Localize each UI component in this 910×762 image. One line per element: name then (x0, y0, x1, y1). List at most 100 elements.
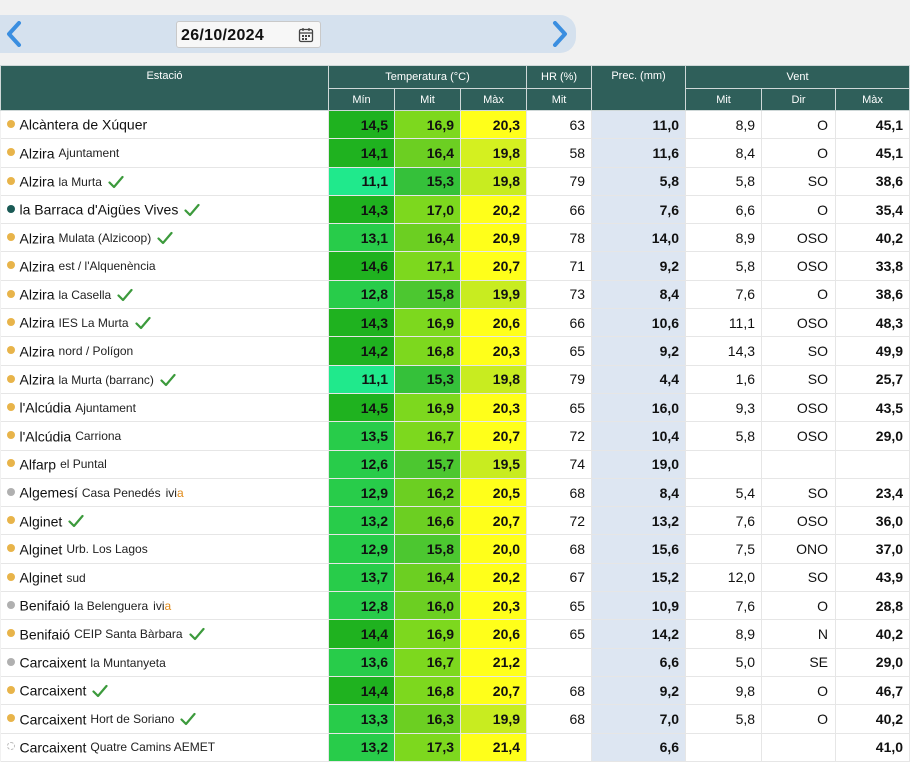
date-picker[interactable]: 26/10/2024 (176, 21, 321, 48)
temp-max: 19,9 (460, 280, 528, 310)
header-wind-dir[interactable]: Dir (761, 88, 837, 111)
wind-dir: SO (761, 478, 837, 508)
station-cell[interactable]: Alginet sud (0, 563, 329, 593)
table-row[interactable]: Alfarp el Puntal 12,6 15,7 19,5 74 19,0 (0, 450, 910, 479)
humidity (526, 648, 593, 677)
station-name[interactable]: Carcaixent (19, 711, 87, 728)
precipitation: 11,0 (591, 110, 687, 140)
station-name[interactable]: Alzira (19, 173, 55, 190)
station-cell[interactable]: Carcaixent Quatre Camins AEMET (0, 733, 329, 762)
station-name[interactable]: Alzira (19, 286, 55, 303)
station-cell[interactable]: la Barraca d'Aigües Vives (0, 195, 329, 225)
station-name[interactable]: Carcaixent (19, 739, 87, 756)
station-name[interactable]: Alginet (19, 513, 63, 530)
precipitation: 7,6 (591, 195, 687, 225)
table-row[interactable]: l'Alcúdia Ajuntament 14,5 16,9 20,3 65 16,0 9,3… (0, 393, 910, 423)
header-tmit[interactable]: Mit (394, 88, 461, 111)
station-cell[interactable]: Alzira Ajuntament (0, 138, 329, 168)
table-row[interactable]: Alzira est / l'Alquenència 14,6 17,1 20,7 71 9… (0, 251, 910, 281)
station-cell[interactable]: Alzira la Murta (barranc) (0, 365, 329, 394)
table-row[interactable]: Alzira nord / Polígon 14,2 16,8 20,3 65 9,2 14,… (0, 336, 910, 366)
chevron-right-icon (553, 21, 567, 47)
temp-min: 12,9 (328, 534, 395, 564)
station-cell[interactable]: Alginet (0, 506, 329, 536)
table-row[interactable]: Alcàntera de Xúquer 14,5 16,9 20,3 63 11,0 8,9… (0, 110, 910, 140)
table-row[interactable]: l'Alcúdia Carriona 13,5 16,7 20,7 72 10,4 5,8 OS… (0, 421, 910, 451)
station-name[interactable]: Alzira (19, 343, 55, 360)
header-station[interactable]: Estació (0, 65, 329, 111)
table-row[interactable]: Alzira Ajuntament 14,1 16,4 19,8 58 11,6 8,4 O 45… (0, 138, 910, 168)
table-row[interactable]: Carcaixent la Muntanyeta 13,6 16,7 21,2 6,6 5,… (0, 648, 910, 677)
table-row[interactable]: Carcaixent Hort de Soriano 13,3 16,3 19,9 68 7… (0, 704, 910, 734)
station-name[interactable]: Alfarp (19, 456, 57, 473)
station-name[interactable]: Algemesí (19, 484, 78, 501)
station-name[interactable]: Alzira (19, 315, 55, 331)
station-location: Hort de Soriano (90, 712, 175, 727)
station-name[interactable]: l'Alcúdia (19, 399, 72, 416)
humidity: 63 (526, 110, 593, 140)
table-row[interactable]: la Barraca d'Aigües Vives 14,3 17,0 20,2 66 7… (0, 195, 910, 225)
wind-dir: O (761, 676, 837, 706)
station-cell[interactable]: Alzira Mulata (Alzicoop) (0, 223, 329, 253)
wind-dir (761, 450, 837, 479)
station-name[interactable]: Alzira (19, 230, 55, 247)
station-cell[interactable]: Carcaixent la Muntanyeta (0, 648, 329, 677)
station-cell[interactable]: Alcàntera de Xúquer (0, 110, 329, 140)
table-row[interactable]: Benifaió la Belenguera ivia 12,8 16,0 20,3 65 1… (0, 591, 910, 621)
station-cell[interactable]: Alzira la Casella (0, 280, 329, 310)
station-cell[interactable]: Alzira nord / Polígon (0, 336, 329, 366)
station-cell[interactable]: l'Alcúdia Ajuntament (0, 393, 329, 423)
header-hr-mit[interactable]: Mit (526, 88, 593, 111)
table-row[interactable]: Benifaió CEIP Santa Bàrbara 14,4 16,9 20,6 65… (0, 619, 910, 649)
station-cell[interactable]: Alzira la Murta (0, 167, 329, 196)
wind-mit: 9,8 (685, 676, 763, 706)
station-cell[interactable]: Alzira est / l'Alquenència (0, 251, 329, 281)
station-cell[interactable]: l'Alcúdia Carriona (0, 421, 329, 451)
station-cell[interactable]: Algemesí Casa Penedés ivia (0, 478, 329, 508)
header-wind-max[interactable]: Màx (835, 88, 910, 111)
station-name[interactable]: Alzira (19, 145, 55, 162)
header-wind-mit[interactable]: Mit (685, 88, 763, 111)
station-name[interactable]: Alginet (19, 541, 63, 558)
previous-day-button[interactable] (0, 15, 28, 53)
station-name[interactable]: Alcàntera de Xúquer (19, 116, 148, 133)
table-row[interactable]: Alzira Mulata (Alzicoop) 13,1 16,4 20,9 78 14,… (0, 223, 910, 253)
temp-max: 21,4 (460, 733, 528, 762)
table-row[interactable]: Alzira la Casella 12,8 15,8 19,9 73 8,4 7,6 O 38,… (0, 280, 910, 310)
station-name[interactable]: Alginet (19, 569, 63, 586)
header-tmin[interactable]: Mín (328, 88, 395, 111)
table-row[interactable]: Alzira la Murta 11,1 15,3 19,8 79 5,8 5,8 SO 38,6 (0, 167, 910, 196)
header-tmax[interactable]: Màx (459, 88, 528, 111)
table-row[interactable]: Carcaixent 14,4 16,8 20,7 68 9,2 9,8 O 46,7 (0, 676, 910, 706)
station-name[interactable]: Carcaixent (19, 682, 87, 699)
station-name[interactable]: Alzira (19, 371, 55, 388)
station-name[interactable]: Alzira (19, 258, 55, 275)
station-name[interactable]: Carcaixent (19, 654, 87, 671)
calendar-icon[interactable] (298, 27, 314, 43)
station-cell[interactable]: Carcaixent (0, 676, 329, 706)
table-row[interactable]: Alginet 13,2 16,6 20,7 72 13,2 7,6 OSO 36,0 (0, 506, 910, 536)
station-name[interactable]: l'Alcúdia (19, 428, 72, 445)
table-row[interactable]: Algemesí Casa Penedés ivia 12,9 16,2 20,5 68 8,… (0, 478, 910, 508)
header-prec[interactable]: Prec. (mm) (591, 65, 687, 111)
station-cell[interactable]: Alginet Urb. Los Lagos (0, 534, 329, 564)
next-day-button[interactable] (546, 15, 574, 53)
precipitation: 4,4 (591, 365, 687, 394)
station-cell[interactable]: Benifaió CEIP Santa Bàrbara (0, 619, 329, 649)
table-row[interactable]: Carcaixent Quatre Camins AEMET 13,2 17,3 21,… (0, 733, 910, 762)
table-row[interactable]: Alzira la Murta (barranc) 11,1 15,3 19,8 79 4,… (0, 365, 910, 394)
table-row[interactable]: Alginet Urb. Los Lagos 12,9 15,8 20,0 68 15,6 7… (0, 534, 910, 564)
station-cell[interactable]: Carcaixent Hort de Soriano (0, 704, 329, 734)
station-cell[interactable]: Alzira IES La Murta (0, 308, 329, 338)
wind-dir: OSO (761, 421, 837, 451)
station-name[interactable]: Benifaió (19, 626, 71, 643)
temp-min: 11,1 (328, 365, 395, 394)
station-cell[interactable]: Alfarp el Puntal (0, 450, 329, 479)
humidity: 78 (526, 223, 593, 253)
station-name[interactable]: la Barraca d'Aigües Vives (19, 201, 179, 218)
station-cell[interactable]: Benifaió la Belenguera ivia (0, 591, 329, 621)
table-row[interactable]: Alzira IES La Murta 14,3 16,9 20,6 66 10,6 11,1… (0, 308, 910, 338)
station-name[interactable]: Benifaió (19, 597, 71, 614)
table-row[interactable]: Alginet sud 13,7 16,4 20,2 67 15,2 12,0 SO 43,9 (0, 563, 910, 593)
temp-min: 14,5 (328, 110, 395, 140)
